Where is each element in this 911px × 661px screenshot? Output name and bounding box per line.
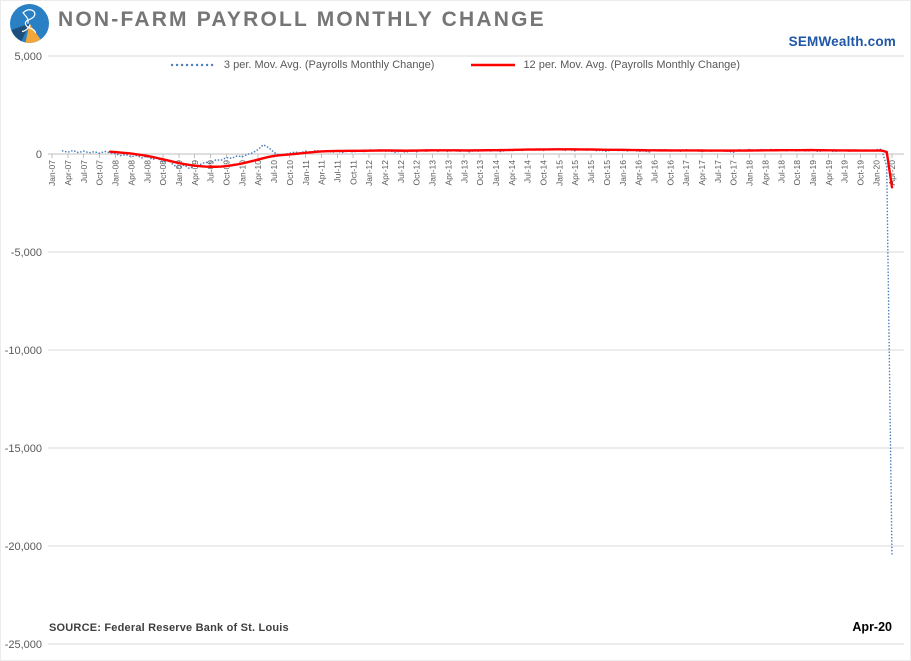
y-tick-label: 5,000 [14,51,42,63]
logo-figure [21,9,37,34]
y-tick-label: 0 [36,149,42,161]
x-tick-label: Jul-09 [206,160,216,183]
x-tick-label: Oct-07 [95,160,105,186]
x-tick-label: Oct-10 [285,160,295,186]
sem-wealth-logo [10,4,49,43]
x-tick-label: Oct-17 [729,160,739,186]
x-tick-label: Jul-07 [79,160,89,183]
x-tick-label: Jul-10 [269,160,279,183]
x-tick-label: Jan-11 [301,160,311,186]
x-tick-label: Jul-08 [142,160,152,183]
x-tick-label: Jan-18 [745,160,755,186]
legend-label-3ma: 3 per. Mov. Avg. (Payrolls Monthly Chang… [223,59,435,71]
x-tick-label: Oct-15 [602,160,612,186]
chart-legend: 3 per. Mov. Avg. (Payrolls Monthly Chang… [1,59,910,71]
x-tick-label: Oct-08 [158,160,168,186]
x-tick-label: Jul-11 [332,160,342,183]
x-tick-label: Jul-12 [396,160,406,183]
legend-item-12ma: 12 per. Mov. Avg. (Payrolls Monthly Chan… [470,59,740,71]
x-tick-label: Apr-11 [317,160,327,185]
y-tick-label: -10,000 [5,345,42,357]
x-tick-label: Jul-13 [459,160,469,183]
x-tick-label: Oct-18 [792,160,802,186]
y-tick-label: -15,000 [5,443,42,455]
source-note: SOURCE: Federal Reserve Bank of St. Loui… [49,622,289,634]
x-tick-label: Jan-17 [681,160,691,186]
x-tick-label: Oct-09 [222,160,232,186]
x-tick-label: Jul-18 [776,160,786,183]
y-tick-label: -20,000 [5,541,42,553]
x-tick-label: Jan-09 [174,160,184,186]
x-tick-label: Jul-17 [713,160,723,183]
last-point-annotation: Apr-20 [852,620,892,634]
x-tick-label: Jan-15 [554,160,564,186]
x-tick-label: Apr-16 [634,160,644,186]
legend-label-12ma: 12 per. Mov. Avg. (Payrolls Monthly Chan… [523,59,741,71]
series-line-3-per-mov-avg [61,143,893,557]
x-tick-label: Jan-16 [618,160,628,186]
x-tick-label: Apr-20 [887,160,897,186]
x-tick-label: Oct-14 [539,160,549,186]
x-tick-label: Apr-14 [507,160,517,186]
x-tick-label: Apr-13 [443,160,453,186]
x-tick-label: Jan-10 [237,160,247,186]
series-line-12-per-mov-avg [108,148,894,189]
x-tick-label: Jul-15 [586,160,596,183]
x-tick-label: Apr-12 [380,160,390,186]
x-tick-label: Jul-19 [840,160,850,183]
y-tick-label: -25,000 [5,639,42,651]
x-tick-label: Apr-07 [63,160,73,186]
x-tick-label: Oct-12 [412,160,422,186]
x-tick-label: Jan-14 [491,160,501,186]
x-tick-label: Apr-15 [570,160,580,186]
x-tick-label: Apr-17 [697,160,707,186]
x-tick-label: Apr-09 [190,160,200,186]
x-tick-label: Oct-11 [348,160,358,185]
x-tick-label: Jan-13 [428,160,438,186]
x-tick-label: Jan-20 [871,160,881,186]
x-tick-label: Oct-13 [475,160,485,186]
x-tick-label: Apr-10 [253,160,263,186]
x-tick-label: Jan-07 [47,160,57,186]
x-tick-label: Oct-16 [665,160,675,186]
brand-link[interactable]: SEMWealth.com [788,34,896,49]
x-tick-label: Jan-19 [808,160,818,186]
x-tick-label: Apr-18 [760,160,770,186]
legend-item-3ma: 3 per. Mov. Avg. (Payrolls Monthly Chang… [170,59,435,71]
x-tick-label: Apr-08 [126,160,136,186]
legend-swatch-solid-line [471,63,516,67]
x-tick-label: Apr-19 [824,160,834,186]
x-tick-label: Jul-14 [523,160,533,183]
x-tick-label: Oct-19 [856,160,866,186]
page-title: NON-FARM PAYROLL MONTHLY CHANGE [58,8,546,31]
x-tick-label: Jan-12 [364,160,374,186]
x-tick-label: Jul-16 [649,160,659,183]
y-tick-label: -5,000 [11,247,42,259]
x-tick-label: Jan-08 [111,160,121,186]
